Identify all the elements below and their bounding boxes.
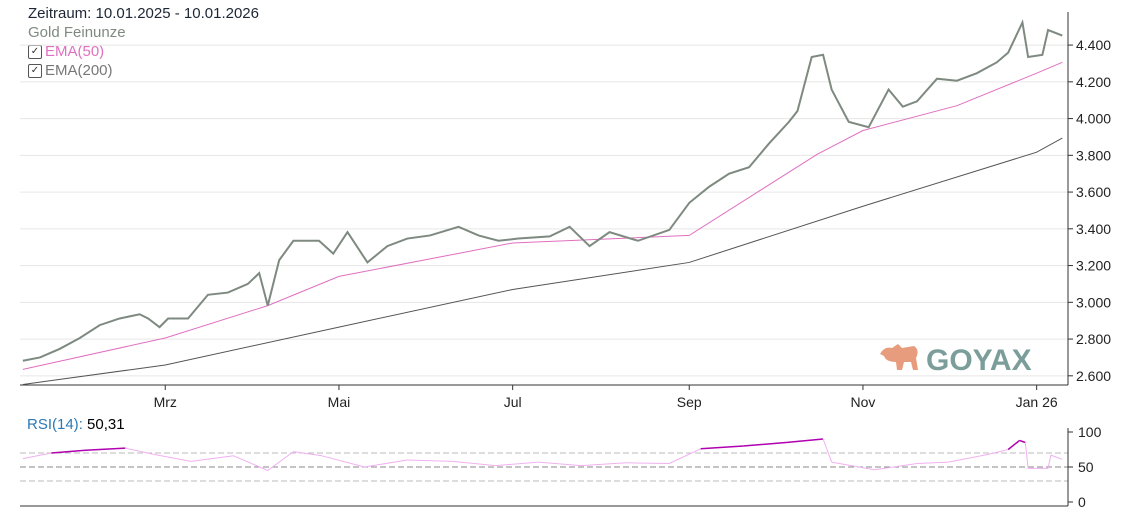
rsi-segment [1024, 442, 1029, 469]
rsi-sep: : [78, 416, 83, 433]
rsi-segment [988, 449, 1009, 455]
rsi-y-tick-label: 50 [1078, 459, 1094, 475]
y-tick-label: 2.600 [1076, 368, 1111, 384]
rsi-segment [153, 453, 191, 462]
x-tick-label: Sep [677, 394, 702, 410]
rsi-segment [580, 462, 627, 467]
rsi-name: RSI(14) [27, 416, 79, 433]
legend-ema50-label: EMA(50) [45, 43, 105, 60]
rsi-segment [538, 461, 582, 467]
legend-ema50[interactable]: ✓ EMA(50) [28, 42, 259, 61]
bull-icon [880, 344, 918, 370]
y-tick-label: 2.800 [1076, 331, 1111, 347]
rsi-segment [125, 447, 154, 455]
y-tick-label: 3.000 [1076, 294, 1111, 310]
legend-ema200[interactable]: ✓ EMA(200) [28, 61, 259, 80]
rsi-segment [948, 453, 989, 463]
rsi-segment [1047, 454, 1052, 469]
rsi-segment [1019, 439, 1026, 444]
rsi-label: RSI(14): 50,31 [27, 416, 125, 433]
x-tick-label: Mrz [154, 394, 177, 410]
series-ema-50- [22, 61, 1063, 370]
rsi-value: 50,31 [87, 416, 125, 433]
series-ema-200- [22, 137, 1063, 385]
legend-ema200-label: EMA(200) [45, 62, 113, 79]
goyax-logo: GOYAX [880, 344, 1032, 377]
rsi-segment [917, 461, 949, 464]
rsi-segment [831, 461, 875, 471]
y-tick-label: 3.800 [1076, 147, 1111, 163]
y-tick-label: 3.200 [1076, 258, 1111, 274]
series-gold-feinunze [22, 19, 1063, 362]
y-tick-label: 4.000 [1076, 111, 1111, 127]
rsi-segment [785, 438, 824, 444]
rsi-segment [700, 445, 744, 450]
rsi-segment [743, 441, 787, 447]
rsi-segment [321, 455, 365, 468]
y-tick-label: 3.400 [1076, 221, 1111, 237]
rsi-segment [822, 438, 833, 463]
rsi-segment [874, 463, 918, 471]
rsi-segment [1007, 439, 1021, 451]
period-label: Zeitraum: 10.01.2025 - 10.01.2026 [28, 5, 259, 22]
rsi-segment [233, 455, 268, 471]
y-tick-label: 4.200 [1076, 74, 1111, 90]
rsi-y-tick-label: 100 [1078, 424, 1102, 440]
rsi-segment [1050, 454, 1063, 460]
rsi-segment [190, 455, 234, 462]
checkbox-checked-icon[interactable]: ✓ [28, 63, 42, 78]
rsi-segment [407, 459, 453, 462]
x-tick-label: Mai [328, 394, 351, 410]
rsi-y-tick-label: 0 [1078, 494, 1086, 510]
rsi-segment [22, 452, 52, 460]
x-tick-label: Nov [851, 394, 876, 410]
instrument-label: Gold Feinunze [28, 24, 126, 41]
rsi-segment [669, 448, 701, 464]
rsi-segment [495, 461, 539, 467]
y-tick-label: 4.400 [1076, 37, 1111, 53]
rsi-segment [626, 462, 670, 464]
rsi-segment [51, 449, 86, 454]
rsi-segment [452, 460, 496, 467]
chart-header: Zeitraum: 10.01.2025 - 10.01.2026 Gold F… [28, 4, 259, 80]
rsi-segment [293, 451, 322, 457]
x-tick-label: Jul [504, 394, 522, 410]
rsi-segment [85, 447, 126, 451]
rsi-segment [267, 451, 294, 471]
y-tick-label: 3.600 [1076, 184, 1111, 200]
x-tick-label: Jan 26 [1016, 394, 1058, 410]
logo-text: GOYAX [926, 344, 1032, 377]
rsi-segment [364, 459, 408, 468]
